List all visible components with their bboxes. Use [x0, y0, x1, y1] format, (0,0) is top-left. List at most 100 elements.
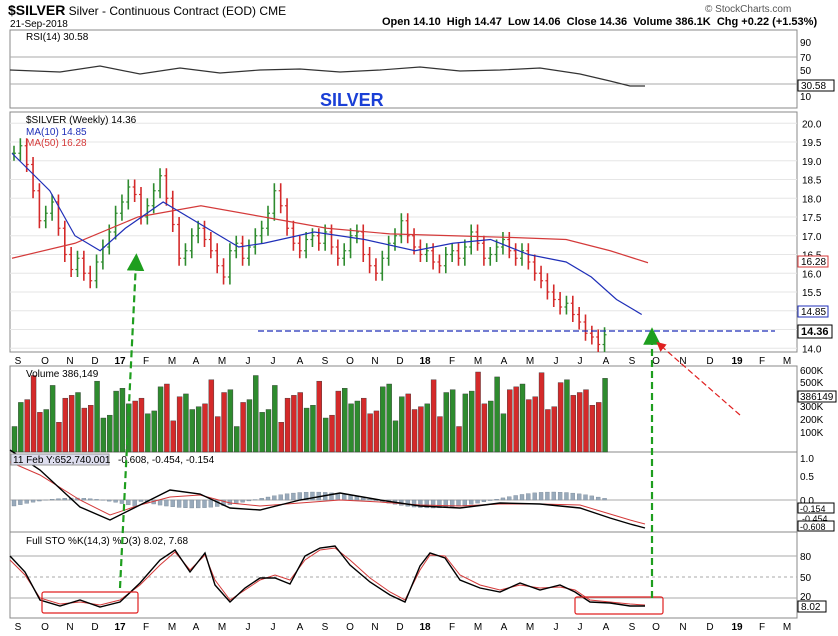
- macd-hist-bar: [538, 492, 544, 501]
- price-tick: 14.0: [802, 344, 822, 355]
- macd-hist-bar: [500, 497, 506, 501]
- volume-bar: [602, 378, 608, 453]
- tooltip-box: [10, 453, 110, 466]
- macd-hist-bar: [170, 499, 175, 507]
- rsi-badge: [797, 79, 835, 92]
- macd-hist-bar: [456, 499, 461, 507]
- volume-bar: [81, 407, 88, 453]
- x-tick-label: M: [783, 622, 791, 633]
- sto-tick-20: 20: [800, 592, 812, 603]
- price-tick: 16.0: [802, 269, 822, 280]
- volume-bar: [265, 409, 272, 453]
- x-tick-label: F: [759, 622, 765, 633]
- volume-bar: [170, 420, 176, 453]
- chart-date: 21-Sep-2018: [10, 19, 68, 30]
- macd-hist-bar: [335, 493, 341, 501]
- volume-bar: [424, 403, 430, 453]
- rsi-badge-text: 30.58: [801, 81, 826, 92]
- price-tick: 18.0: [802, 194, 822, 205]
- volume-bar: [87, 405, 94, 453]
- volume-bar: [361, 397, 367, 453]
- volume-bar: [176, 396, 183, 453]
- macd-hist-bar: [297, 492, 302, 501]
- volume-bar: [214, 416, 221, 453]
- volume-bar: [113, 390, 119, 453]
- macd-hist-bar: [430, 499, 436, 509]
- volume-bar: [380, 386, 386, 453]
- x-tick-label: 19: [731, 356, 743, 367]
- macd-hist-bar: [234, 499, 239, 504]
- macd-hist-bar: [88, 498, 93, 501]
- volume-badge: [797, 390, 837, 403]
- x-tick-label: D: [91, 356, 98, 367]
- close-badge-text: 14.36: [801, 326, 829, 338]
- sto-k-line: [9, 545, 645, 608]
- x-tick-label: J: [271, 356, 276, 367]
- sto-badge-text: 8.02: [801, 602, 821, 613]
- tooltip-text: 11 Feb Y:652,740.001: [13, 455, 111, 466]
- x-tick-label: A: [603, 356, 610, 367]
- macd-hist-bar: [596, 496, 601, 501]
- sto-tick-80: 80: [800, 552, 812, 563]
- ma10-line: [11, 152, 643, 316]
- volume-bar: [132, 400, 138, 453]
- symbol: $SILVER: [8, 2, 66, 18]
- volume-bar: [291, 395, 297, 453]
- volume-bar: [253, 375, 259, 453]
- volume-bar: [278, 422, 284, 453]
- x-tick-label: J: [578, 356, 583, 367]
- x-tick-label: 17: [114, 356, 126, 367]
- ma10-badge-text: 14.85: [801, 307, 826, 318]
- volume-bar: [94, 380, 100, 453]
- macd-hist-bar: [437, 499, 442, 509]
- volume-bar: [37, 412, 43, 453]
- volume-bar: [596, 402, 602, 453]
- macd-hist-bar: [164, 499, 169, 507]
- volume-bar: [526, 399, 532, 453]
- x-tick-label: A: [501, 356, 508, 367]
- rsi-label: RSI(14) 30.58: [26, 32, 89, 43]
- volume-bar: [411, 409, 418, 453]
- red-dashed-arrow: [656, 341, 741, 416]
- x-tick-label: M: [783, 356, 791, 367]
- macd-hist-bar: [49, 499, 55, 501]
- ma10-legend: MA(10) 14.85: [26, 127, 87, 138]
- macd-hist-bar: [361, 497, 366, 501]
- x-tick-label: S: [629, 622, 636, 633]
- macd-hist-bar: [424, 499, 429, 509]
- macd-hist-bar: [354, 496, 360, 501]
- x-tick-label: A: [297, 622, 304, 633]
- watermark: © StockCharts.com: [705, 4, 792, 15]
- macd-hist-bar: [278, 494, 283, 501]
- volume-bar: [437, 416, 443, 453]
- volume-bar: [240, 402, 246, 453]
- rsi-tick-90: 90: [800, 38, 812, 49]
- macd-hist-bar: [526, 493, 531, 501]
- volume-bar: [189, 409, 196, 453]
- x-tick-label: S: [322, 356, 329, 367]
- volume-bar: [151, 410, 157, 453]
- macd-badge-3: [797, 520, 835, 532]
- x-tick-label: D: [706, 622, 713, 633]
- vol-tick-300k: 300K: [800, 402, 824, 413]
- macd-hist-bar: [583, 494, 588, 501]
- volume-bar: [227, 389, 234, 453]
- rsi-tick-50: 50: [800, 66, 812, 77]
- macd-panel: 11 Feb Y:652,740.001 -0.608, -0.454, -0.…: [9, 449, 835, 532]
- ma10-badge: [797, 305, 829, 318]
- price-tick: 19.5: [802, 138, 822, 149]
- volume-bar: [107, 414, 113, 453]
- sto-oversold-box-2018: [574, 596, 664, 615]
- macd-hist-bar: [119, 499, 125, 504]
- macd-hist-bar: [488, 499, 493, 501]
- vol-tick-200k: 200K: [800, 415, 824, 426]
- volume-bar: [18, 402, 24, 453]
- volume-bar: [513, 386, 519, 453]
- macd-hist-bar: [37, 499, 42, 502]
- macd-hist-bar: [107, 499, 112, 502]
- x-tick-label: 19: [731, 622, 743, 633]
- x-tick-label: O: [652, 356, 660, 367]
- x-tick-label: F: [449, 356, 455, 367]
- price-tick: 15.5: [802, 288, 822, 299]
- volume-bar: [399, 396, 405, 453]
